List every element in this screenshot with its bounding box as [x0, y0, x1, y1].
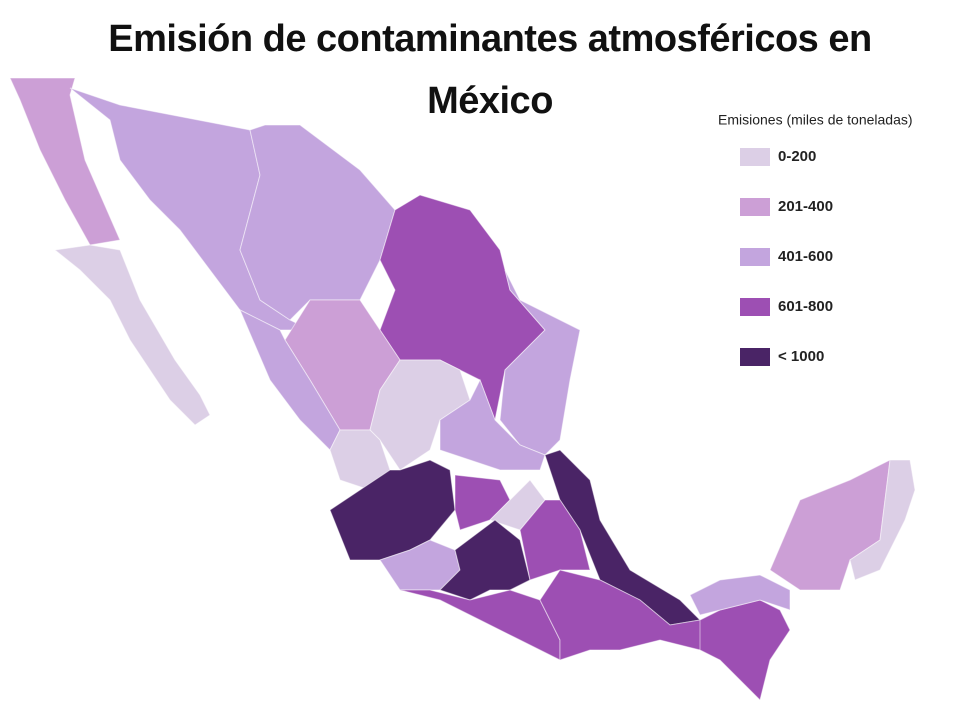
- legend-label: < 1000: [778, 348, 824, 365]
- legend-label: 601-800: [778, 298, 833, 315]
- legend-title: Emisiones (miles de toneladas): [718, 112, 913, 128]
- state-region: [53, 244, 211, 426]
- state-region: [329, 429, 391, 491]
- legend-label: 0-200: [778, 148, 816, 165]
- state-region: [329, 459, 456, 561]
- legend-label: 201-400: [778, 198, 833, 215]
- legend-swatch: [740, 148, 770, 166]
- legend: Emisiones (miles de toneladas) 0-200 201-…: [718, 112, 913, 366]
- legend-swatch: [740, 198, 770, 216]
- title: Emisión de contaminantes atmosféricos en…: [108, 18, 872, 122]
- legend-label: 401-600: [778, 248, 833, 265]
- state-region: [239, 124, 396, 321]
- state-region: [519, 499, 591, 581]
- states: [9, 77, 916, 701]
- state-region: [439, 519, 531, 601]
- legend-swatch: [740, 248, 770, 266]
- state-region: [689, 574, 791, 616]
- state-region: [699, 599, 791, 701]
- legend-swatch: [740, 348, 770, 366]
- state-region: [9, 77, 121, 246]
- state-region: [489, 479, 546, 531]
- state-region: [399, 589, 561, 661]
- state-region: [849, 459, 916, 581]
- state-region: [439, 378, 546, 471]
- legend-swatch: [740, 298, 770, 316]
